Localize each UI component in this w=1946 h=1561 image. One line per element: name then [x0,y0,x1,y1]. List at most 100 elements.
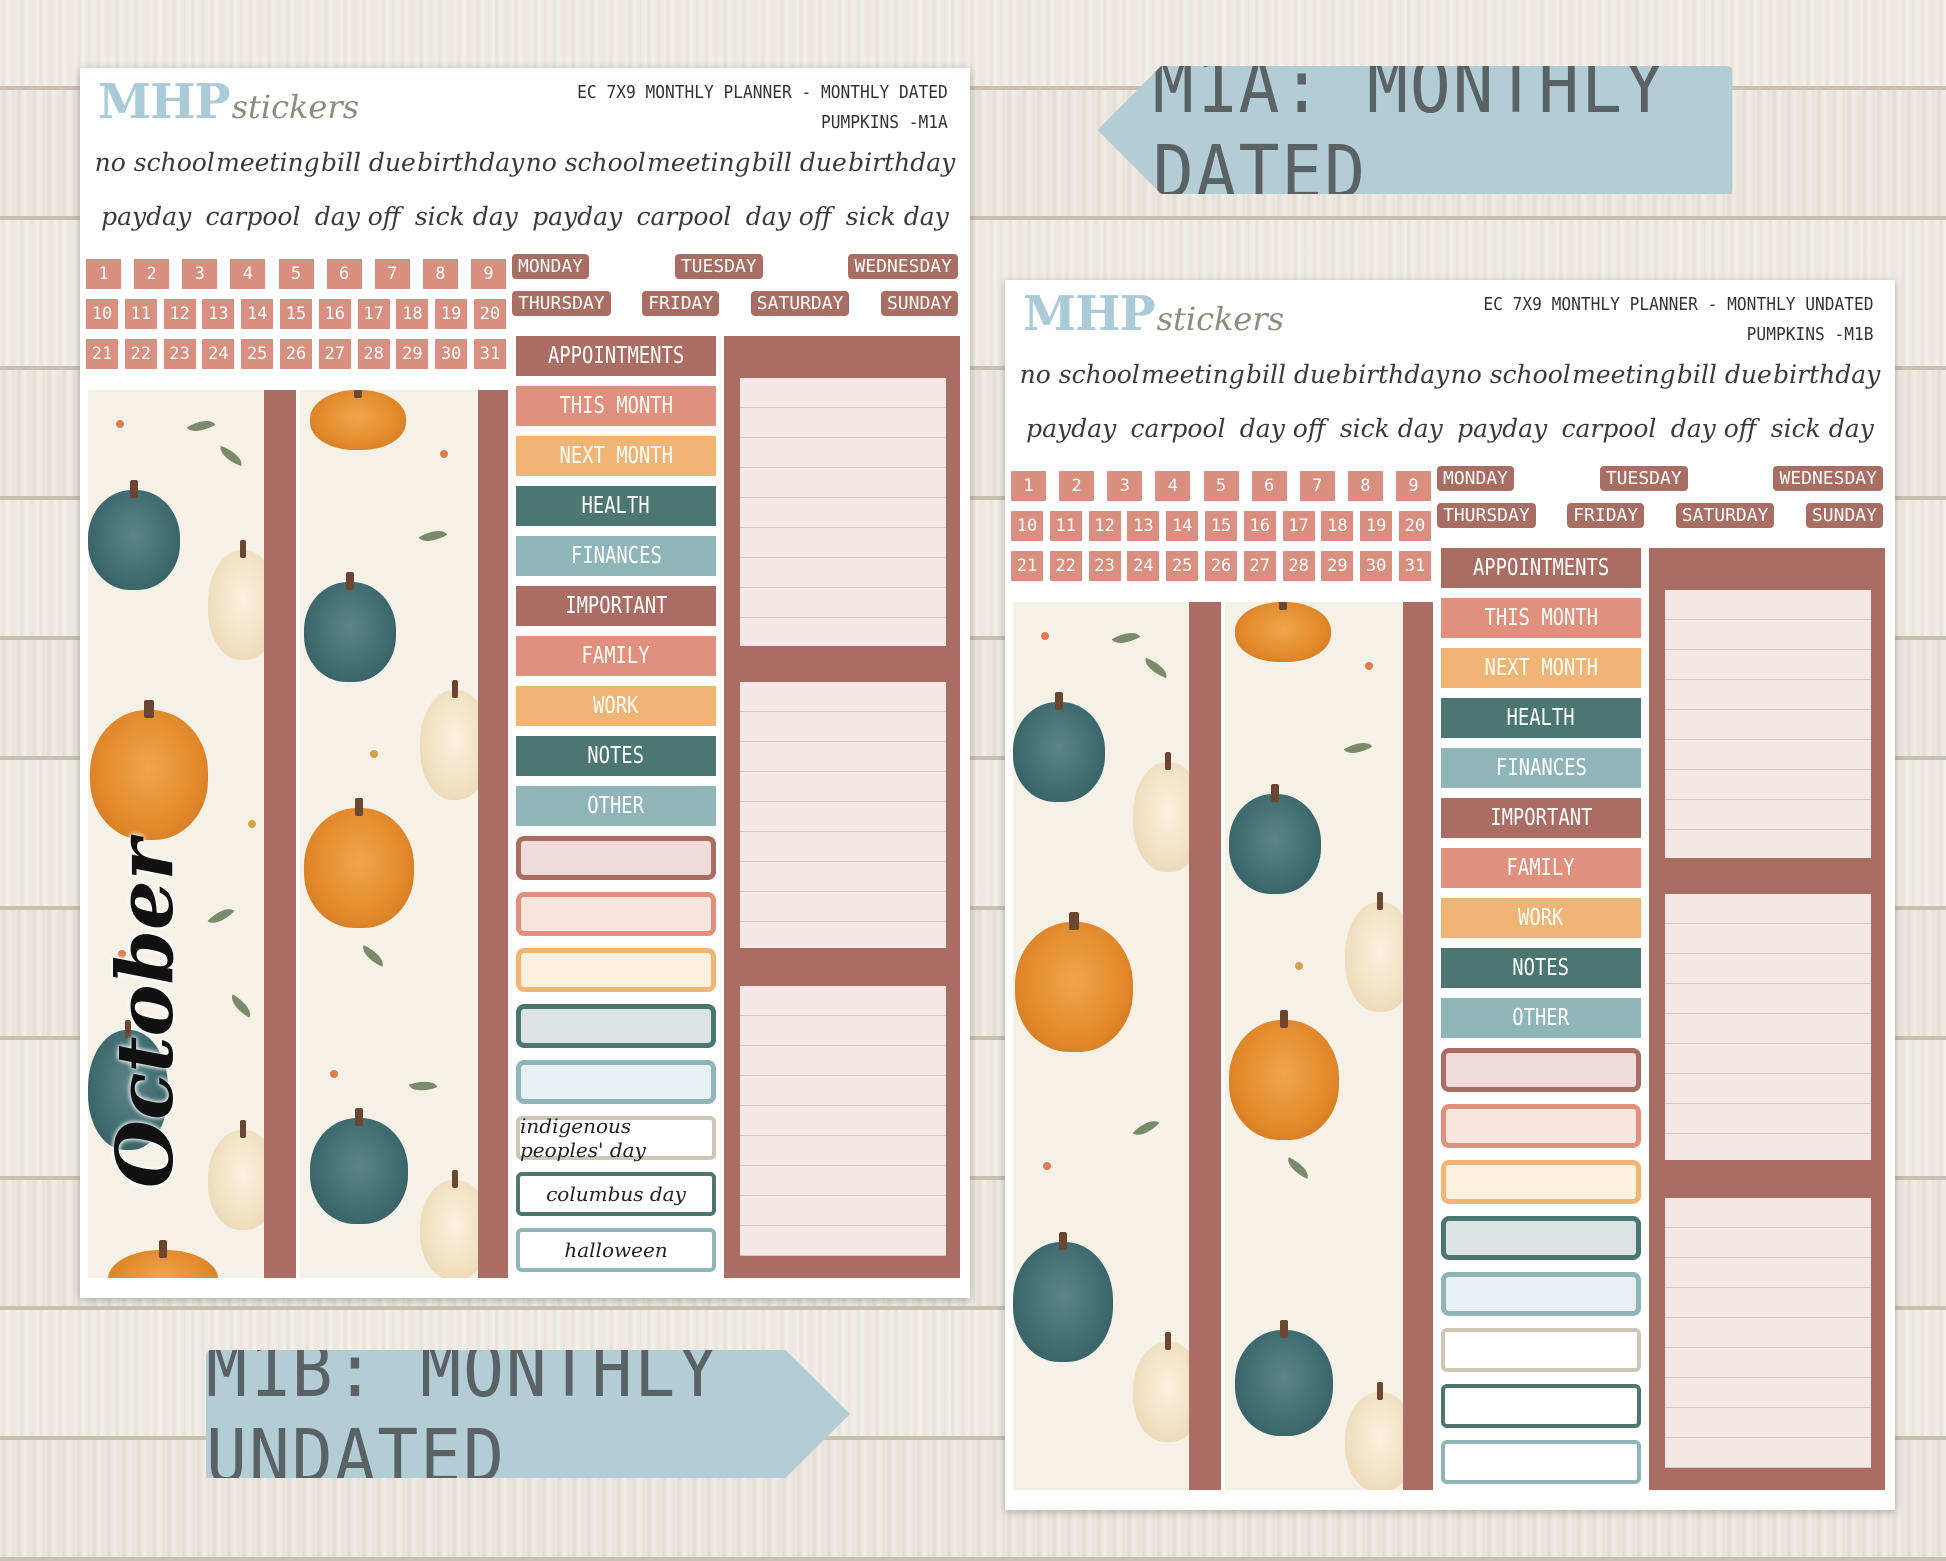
date-box: 7 [374,259,410,289]
date-box: 6 [326,259,362,289]
label-text: NOTES [1512,955,1570,981]
script-word: no school [94,148,215,177]
blank-label-sticker [516,892,716,936]
logo-main-text: MHP [98,74,231,130]
date-box: 10 [1011,511,1043,541]
weekday-row: Monday Tuesday Wednesday [512,254,958,279]
label-text: IMPORTANT [564,593,668,619]
weekday-label: Thursday [512,291,611,316]
date-box: 21 [86,339,118,369]
date-box: 28 [1282,551,1315,581]
label-work: WORK [1441,898,1641,938]
label-text: NEXT MONTH [1484,655,1598,681]
date-row: 10 11 12 13 14 15 16 17 18 19 20 [1011,511,1431,541]
script-word: meeting [216,148,320,177]
date-box: 20 [473,299,506,329]
lined-notes-panel [740,682,946,948]
date-box: 11 [1049,511,1082,541]
date-box: 26 [1204,551,1237,581]
lined-notes-panel [1665,1198,1871,1468]
label-text: WORK [593,693,639,719]
pumpkin-pattern-strip [300,390,480,1278]
date-box: 12 [1088,511,1121,541]
label-text: FAMILY [1506,855,1576,881]
script-word: sick day [1770,414,1874,443]
date-box: 17 [1282,511,1315,541]
date-box: 8 [422,259,458,289]
logo-sub-text: stickers [231,88,360,126]
pumpkin-pattern-strip [88,390,268,1278]
script-word: birthday [848,148,956,177]
script-word: no school [525,148,646,177]
label-notes: NOTES [516,736,716,776]
script-word: birthday [1342,360,1450,389]
lined-notes-panel [740,986,946,1256]
date-box: 14 [1166,511,1199,541]
label-family: FAMILY [1441,848,1641,888]
weekday-stickers: Monday Tuesday Wednesday Thursday Friday… [1437,466,1883,540]
weekday-row: Thursday Friday Saturday Sunday [1437,503,1883,528]
label-text: THIS MONTH [1484,605,1598,631]
blank-label-sticker [1441,1048,1641,1092]
script-word: bill due [1245,360,1341,389]
rose-divider-strip [264,390,296,1278]
weekday-label: Friday [1567,503,1645,528]
date-box: 26 [279,339,312,369]
date-box: 13 [1127,511,1160,541]
weekday-label: Friday [642,291,720,316]
blank-label-sticker [516,1060,716,1104]
banner-monthly-dated: M1A: MONTHLY DATED [1097,66,1733,194]
blank-label-sticker [1441,1216,1641,1260]
date-row: 1 2 3 4 5 6 7 8 9 [1011,471,1431,501]
date-box: 3 [1107,471,1143,501]
weekday-label: Saturday [1675,503,1775,528]
date-box: 14 [241,299,274,329]
weekday-label: Monday [512,254,590,279]
weekday-label: Monday [1437,466,1515,491]
script-word: bill due [320,148,416,177]
label-text: WORK [1518,905,1564,931]
date-box: 2 [1059,471,1095,501]
logo-main-text: MHP [1023,286,1156,342]
label-health: HEALTH [1441,698,1641,738]
date-box: 31 [473,339,506,369]
blank-event-sticker [1441,1328,1641,1372]
month-label: October [100,839,191,1188]
script-word: no school [1450,360,1571,389]
lined-notes-panel [740,378,946,646]
sticker-sheet-m1a: MHP stickers EC 7X9 MONTHLY PLANNER - MO… [80,68,970,1298]
label-finances: FINANCES [516,536,716,576]
date-box: 5 [278,259,314,289]
blank-label-sticker [1441,1272,1641,1316]
weekday-label: Wednesday [1773,466,1883,491]
date-box: 8 [1347,471,1383,501]
label-work: WORK [516,686,716,726]
date-stickers: 1 2 3 4 5 6 7 8 9 10 11 12 13 14 15 16 1… [86,259,506,379]
date-box: 25 [241,339,274,369]
date-row: 21 22 23 24 25 26 27 28 29 30 31 [1011,551,1431,581]
date-box: 17 [357,299,390,329]
banner-monthly-undated: M1B: MONTHLY UNDATED [206,1350,850,1478]
label-family: FAMILY [516,636,716,676]
weekday-label: Saturday [750,291,850,316]
date-box: 4 [230,259,266,289]
label-text: NOTES [587,743,645,769]
script-word: sick day [1339,414,1443,443]
date-box: 16 [318,299,351,329]
script-word: carpool [1561,414,1657,443]
blank-label-sticker [516,948,716,992]
label-this-month: THIS MONTH [516,386,716,426]
weekday-row: Thursday Friday Saturday Sunday [512,291,958,316]
date-box: 30 [1360,551,1393,581]
label-text: OTHER [1512,1005,1570,1031]
label-text: APPOINTMENTS [547,343,685,369]
date-box: 19 [1360,511,1393,541]
script-word: payday [101,202,192,231]
script-word: birthday [1773,360,1881,389]
header-subtitle: PUMPKINS -M1B [1746,324,1873,345]
label-other: OTHER [1441,998,1641,1038]
label-stickers: APPOINTMENTS THIS MONTH NEXT MONTH HEALT… [1441,548,1641,1496]
weekday-label: Sunday [1805,503,1883,528]
rose-divider-strip [478,390,508,1278]
date-box: 23 [1088,551,1121,581]
